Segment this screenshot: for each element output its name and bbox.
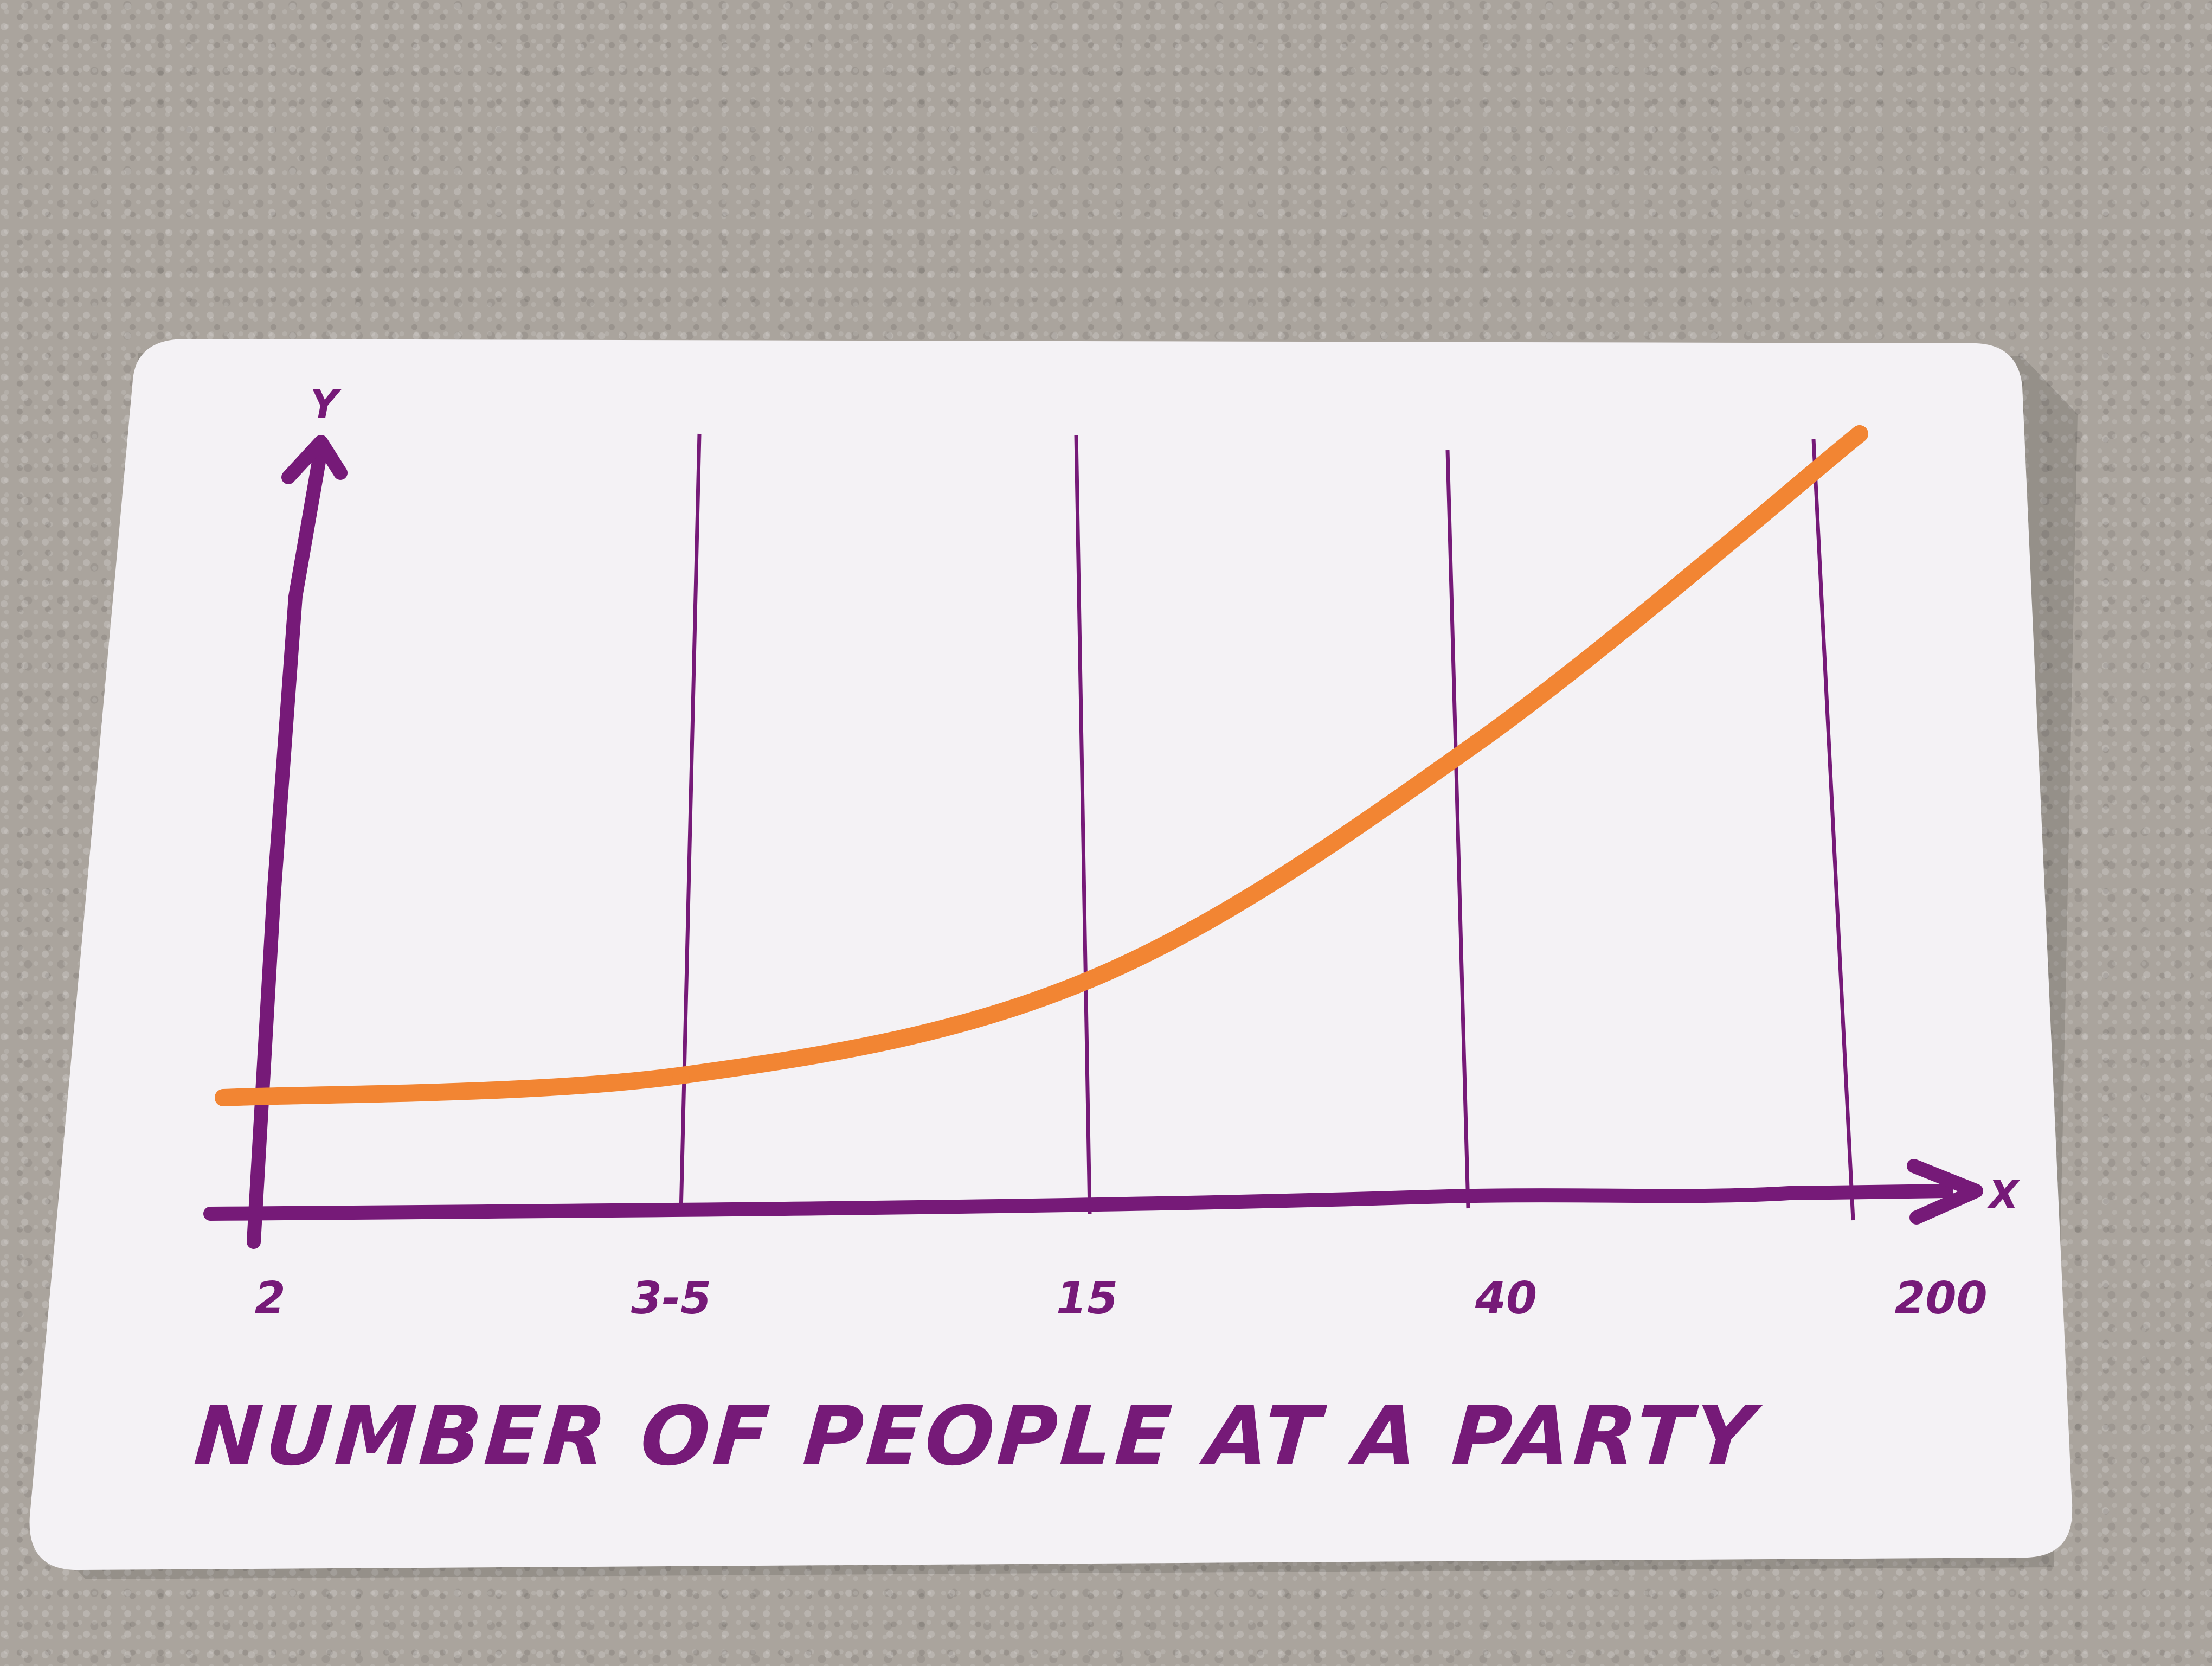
x-tick-label-2: 2 <box>254 1273 285 1324</box>
data-point-40 <box>1467 735 1484 753</box>
chart: X Y 2 3-5 15 40 200 NUMBER OF PEOPLE AT A PA… <box>191 381 2021 1484</box>
x-tick-label-3-5: 3-5 <box>631 1273 711 1324</box>
x-tick-label-15: 15 <box>1056 1273 1118 1324</box>
y-axis-arrowhead <box>281 435 348 484</box>
data-point-200 <box>1851 425 1868 443</box>
x-axis-letter: X <box>1986 1172 2021 1218</box>
data-point-3-5 <box>672 1067 690 1085</box>
y-axis-letter: Y <box>310 381 342 427</box>
data-point-2 <box>215 1089 232 1106</box>
gridline-200 <box>1811 439 1855 1221</box>
gridline-40 <box>1445 450 1470 1209</box>
y-axis-line <box>247 448 327 1249</box>
x-tick-label-200: 200 <box>1894 1273 1987 1324</box>
x-tick-label-40: 40 <box>1475 1273 1537 1324</box>
x-axis-line <box>203 1184 1953 1221</box>
data-point-15 <box>1081 971 1098 989</box>
x-tick-labels: 2 3-5 15 40 200 <box>254 1273 1987 1324</box>
gridline-15 <box>1074 434 1092 1214</box>
card <box>29 339 2073 1571</box>
x-axis-arrowhead <box>1907 1159 1983 1225</box>
chart-title: NUMBER OF PEOPLE AT A PARTY <box>191 1389 1764 1484</box>
